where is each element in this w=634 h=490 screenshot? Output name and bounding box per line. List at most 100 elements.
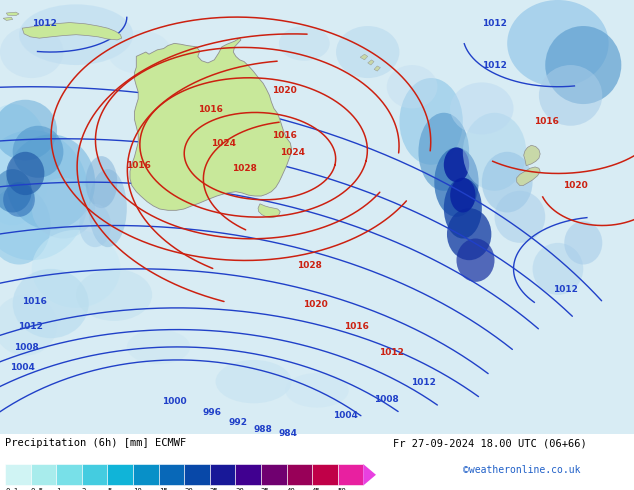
Ellipse shape <box>418 113 469 191</box>
Ellipse shape <box>507 0 609 87</box>
Bar <box>107 464 133 486</box>
Text: 1012: 1012 <box>482 61 507 70</box>
Ellipse shape <box>0 104 51 225</box>
Text: 30: 30 <box>235 489 244 490</box>
Polygon shape <box>22 23 122 40</box>
Ellipse shape <box>89 169 127 247</box>
Text: 1004: 1004 <box>10 363 36 372</box>
Text: 0.1: 0.1 <box>5 489 18 490</box>
Text: 1012: 1012 <box>18 321 43 331</box>
Ellipse shape <box>0 26 63 78</box>
Text: 5: 5 <box>107 489 112 490</box>
Ellipse shape <box>76 269 152 321</box>
Text: 1020: 1020 <box>303 300 328 309</box>
Text: 1016: 1016 <box>534 117 559 126</box>
Ellipse shape <box>564 221 602 265</box>
Text: 984: 984 <box>279 429 298 438</box>
Ellipse shape <box>444 147 469 182</box>
Ellipse shape <box>0 130 89 260</box>
Bar <box>56 464 82 486</box>
Polygon shape <box>363 464 376 486</box>
Polygon shape <box>517 167 540 186</box>
Bar <box>235 464 261 486</box>
Text: 1012: 1012 <box>553 285 578 294</box>
Ellipse shape <box>387 65 437 108</box>
Bar <box>210 464 235 486</box>
Text: 10: 10 <box>133 489 142 490</box>
Text: 1012: 1012 <box>482 19 507 28</box>
Ellipse shape <box>32 178 95 239</box>
Ellipse shape <box>0 187 51 265</box>
Bar <box>338 464 363 486</box>
Ellipse shape <box>13 269 89 338</box>
Text: 1008: 1008 <box>14 343 39 352</box>
Ellipse shape <box>463 113 526 191</box>
Text: ©weatheronline.co.uk: ©weatheronline.co.uk <box>463 466 580 475</box>
Text: 1016: 1016 <box>22 297 48 306</box>
Bar <box>287 464 312 486</box>
Text: 1012: 1012 <box>32 19 57 28</box>
Text: 988: 988 <box>254 425 273 434</box>
Polygon shape <box>368 60 374 65</box>
Text: Fr 27-09-2024 18.00 UTC (06+66): Fr 27-09-2024 18.00 UTC (06+66) <box>393 438 587 448</box>
Ellipse shape <box>32 230 120 308</box>
Text: 1: 1 <box>56 489 61 490</box>
Ellipse shape <box>399 78 463 165</box>
Text: 15: 15 <box>158 489 167 490</box>
Bar <box>312 464 338 486</box>
Text: 1008: 1008 <box>374 395 399 404</box>
Text: 1000: 1000 <box>162 396 186 406</box>
Ellipse shape <box>450 178 476 213</box>
Ellipse shape <box>108 30 171 74</box>
Bar <box>30 464 56 486</box>
Text: 20: 20 <box>184 489 193 490</box>
Text: Precipitation (6h) [mm] ECMWF: Precipitation (6h) [mm] ECMWF <box>5 438 186 448</box>
Polygon shape <box>524 145 540 166</box>
Text: 1004: 1004 <box>333 411 358 420</box>
Ellipse shape <box>6 134 95 230</box>
Bar <box>82 464 107 486</box>
Polygon shape <box>360 54 368 60</box>
Bar <box>5 464 30 486</box>
Ellipse shape <box>533 243 583 295</box>
Ellipse shape <box>336 26 399 78</box>
Ellipse shape <box>86 156 117 208</box>
Text: 25: 25 <box>210 489 219 490</box>
Text: 1016: 1016 <box>198 105 223 114</box>
Bar <box>261 464 287 486</box>
Text: 1016: 1016 <box>344 321 369 331</box>
Polygon shape <box>6 12 19 16</box>
Text: 1024: 1024 <box>210 140 236 148</box>
Text: 1028: 1028 <box>231 164 257 173</box>
Bar <box>158 464 184 486</box>
Text: 1012: 1012 <box>379 347 404 357</box>
Text: 996: 996 <box>203 408 222 417</box>
Text: 35: 35 <box>261 489 269 490</box>
Ellipse shape <box>545 26 621 104</box>
Ellipse shape <box>495 191 545 243</box>
Ellipse shape <box>285 373 349 408</box>
Bar <box>184 464 210 486</box>
Ellipse shape <box>450 82 514 134</box>
Text: 2: 2 <box>82 489 86 490</box>
Text: 1020: 1020 <box>271 86 297 95</box>
Ellipse shape <box>3 182 35 217</box>
Polygon shape <box>130 38 292 210</box>
Ellipse shape <box>19 4 133 65</box>
Text: 0.5: 0.5 <box>30 489 44 490</box>
Text: 40: 40 <box>287 489 295 490</box>
Bar <box>133 464 158 486</box>
Ellipse shape <box>216 360 292 403</box>
Ellipse shape <box>447 208 491 260</box>
Ellipse shape <box>279 26 330 61</box>
Ellipse shape <box>79 204 111 247</box>
Ellipse shape <box>444 178 482 239</box>
Polygon shape <box>374 66 380 71</box>
Ellipse shape <box>0 169 32 213</box>
Ellipse shape <box>482 152 533 213</box>
Text: 1028: 1028 <box>297 261 322 270</box>
Ellipse shape <box>539 65 602 126</box>
Ellipse shape <box>0 100 57 160</box>
Ellipse shape <box>6 152 44 195</box>
Ellipse shape <box>456 239 495 282</box>
